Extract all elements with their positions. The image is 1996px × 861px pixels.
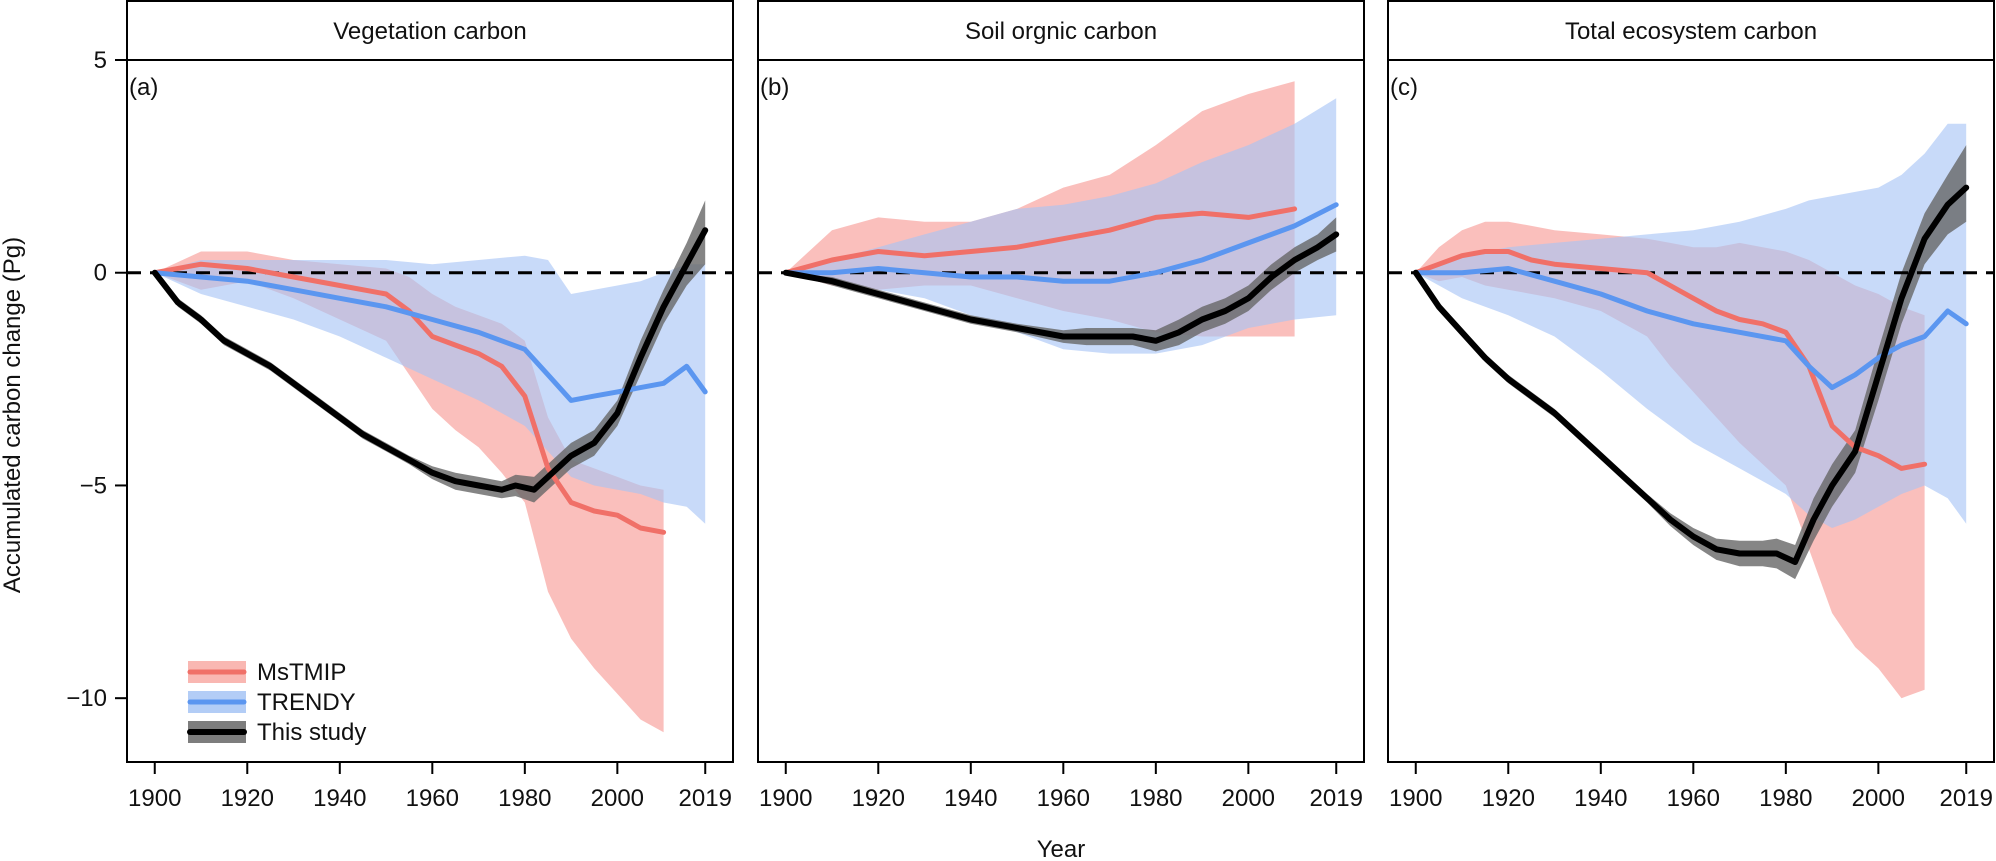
x-tick-label: 1900 [1389, 785, 1442, 812]
x-tick-label: 1960 [1037, 785, 1090, 812]
line-this-study [151, 227, 709, 493]
x-tick-label: 1920 [221, 785, 274, 812]
x-tick-label: 2019 [1310, 785, 1363, 812]
x-tick-label: 1960 [406, 785, 459, 812]
x-axis-label: Year [1037, 836, 1086, 861]
x-tick-label: 1980 [1759, 785, 1812, 812]
panel-a: Vegetation carbon (a) 1900 1920 1940 1960 1980… [66, 0, 734, 812]
line-this-study [1412, 184, 1970, 565]
panel-c: Total ecosystem carbon (c) 1900 1920 1940 196… [1387, 0, 1995, 812]
panel-title: Soil orgnic carbon [965, 18, 1157, 45]
line-mstmip [1413, 249, 1928, 471]
legend: MsTMIP TRENDY This study [187, 659, 366, 746]
x-tick-label: 1980 [1129, 785, 1182, 812]
x-tick-label: 1940 [944, 785, 997, 812]
x-tick-label: 1940 [313, 785, 366, 812]
x-tick-label: 1920 [1482, 785, 1535, 812]
x-tick-label: 1980 [498, 785, 551, 812]
panel-tag: (b) [760, 74, 789, 101]
band-this-study [785, 217, 1337, 352]
panel-title: Total ecosystem carbon [1565, 18, 1817, 45]
y-tick-label: −5 [80, 472, 107, 499]
y-tick-label: 0 [94, 260, 107, 287]
x-tick-label: 1940 [1574, 785, 1627, 812]
x-tick-label: 1900 [759, 785, 812, 812]
x-tick-label: 2019 [1940, 785, 1993, 812]
y-tick-label: −10 [66, 685, 107, 712]
panel-tag: (c) [1390, 74, 1418, 101]
line-mstmip [783, 206, 1298, 276]
legend-item-trendy: TRENDY [257, 689, 356, 716]
line-trendy [783, 202, 1339, 284]
x-tick-label: 2000 [1852, 785, 1905, 812]
line-this-study [782, 231, 1340, 344]
panel-tag: (a) [129, 74, 158, 101]
line-mstmip [152, 261, 667, 535]
band-trendy [785, 98, 1337, 354]
panel-strip [757, 0, 1365, 61]
plot-area [127, 200, 733, 733]
line-trendy [152, 270, 708, 403]
panel-strip [1387, 0, 1995, 61]
y-tick-label: 5 [94, 47, 107, 74]
legend-item-mstmip: MsTMIP [257, 659, 346, 686]
plot-area [758, 81, 1364, 354]
x-tick-label: 1900 [128, 785, 181, 812]
band-trendy [1415, 123, 1967, 529]
x-tick-label: 1960 [1667, 785, 1720, 812]
x-tick-label: 2019 [679, 785, 732, 812]
panel-b: Soil orgnic carbon (b) 1900 1920 1940 1960 198… [757, 0, 1365, 812]
panel-title: Vegetation carbon [333, 18, 527, 45]
x-tick-label: 1920 [852, 785, 905, 812]
x-tick-label: 2000 [1222, 785, 1275, 812]
line-trendy [1413, 266, 1969, 391]
legend-item-this-study: This study [257, 719, 366, 746]
plot-area [1388, 123, 1994, 699]
y-axis-label: Accumulated carbon change (Pg) [0, 237, 26, 593]
x-tick-label: 2000 [591, 785, 644, 812]
panel-strip [126, 0, 734, 61]
